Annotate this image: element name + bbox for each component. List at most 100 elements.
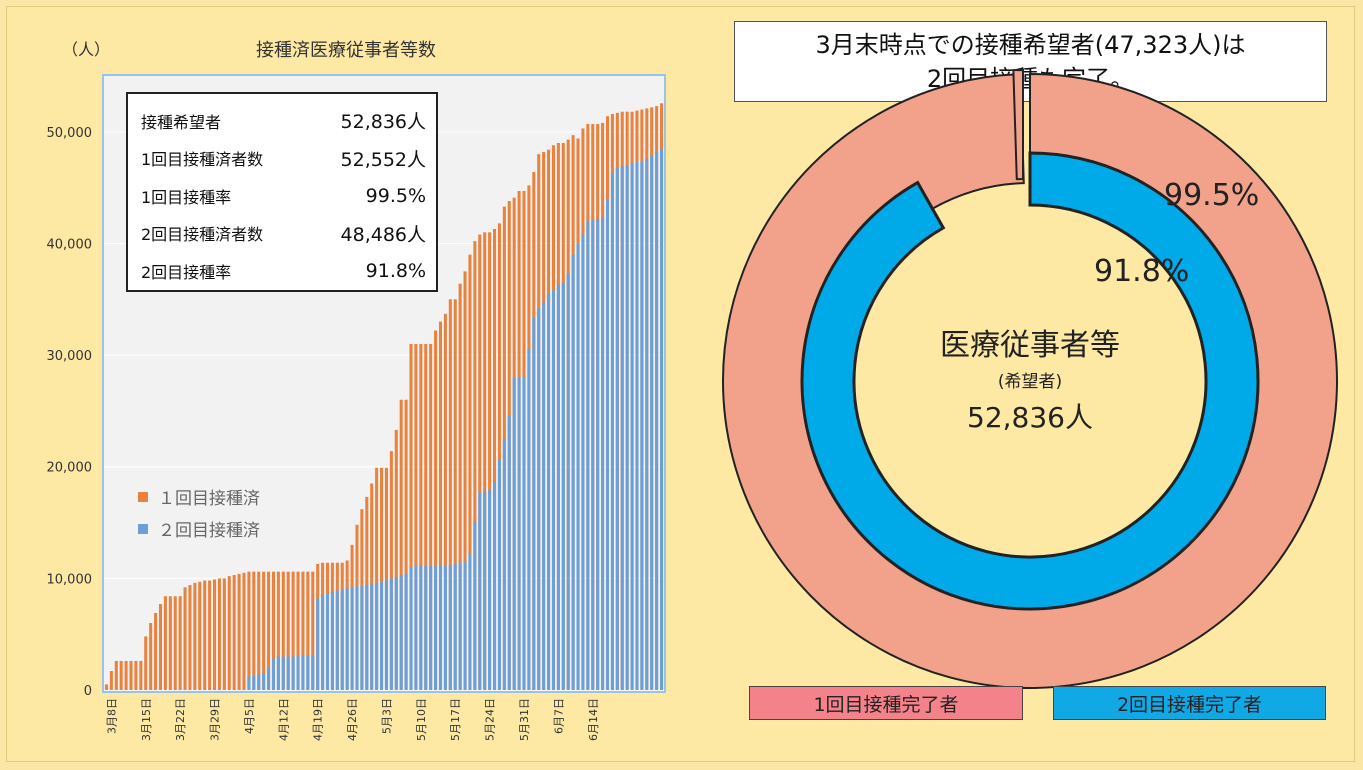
bar-first-dose bbox=[483, 232, 487, 691]
bar-second-dose bbox=[620, 166, 624, 690]
bar-second-dose bbox=[316, 598, 320, 690]
donut-outer-gap bbox=[1012, 68, 1024, 181]
bar-first-dose bbox=[129, 660, 133, 690]
bar-second-dose bbox=[301, 655, 305, 690]
bar-second-dose bbox=[306, 655, 310, 690]
bar-second-dose bbox=[262, 673, 266, 690]
bar-first-dose bbox=[380, 467, 384, 690]
bar-second-dose bbox=[350, 587, 354, 690]
bar-second-dose bbox=[414, 566, 418, 690]
bar-first-dose bbox=[124, 660, 128, 690]
bar-first-dose bbox=[429, 343, 433, 690]
bar-first-dose bbox=[163, 596, 167, 690]
x-tick-label: 5月24日 bbox=[484, 698, 497, 741]
legend-second-dose: 2回目接種完了者 bbox=[1053, 686, 1326, 720]
bar-first-dose bbox=[281, 571, 285, 690]
bar-first-dose bbox=[468, 254, 472, 691]
bar-second-dose bbox=[473, 522, 477, 690]
bar-second-dose bbox=[375, 582, 379, 690]
bar-second-dose bbox=[404, 573, 408, 690]
bar-first-dose bbox=[208, 580, 212, 690]
bar-first-dose bbox=[424, 343, 428, 690]
bar-second-dose bbox=[463, 561, 467, 690]
legend-item-second-dose: ２回目接種済 bbox=[138, 516, 260, 541]
y-tick-label: 20,000 bbox=[47, 461, 93, 476]
legend-label: １回目接種済 bbox=[158, 489, 260, 509]
bar-first-dose bbox=[478, 234, 482, 691]
x-tick-label: 5月10日 bbox=[415, 698, 428, 741]
bar-second-dose bbox=[252, 675, 256, 690]
bar-first-dose bbox=[276, 571, 280, 690]
x-tick-label: 3月29日 bbox=[209, 698, 222, 741]
bar-first-dose bbox=[168, 596, 172, 690]
x-tick-label: 6月7日 bbox=[552, 698, 565, 734]
stats-row: 2回目接種率 91.8% bbox=[141, 252, 426, 290]
donut-inner-filled bbox=[800, 151, 1260, 611]
bar-second-dose bbox=[566, 273, 570, 690]
y-tick-label: 40,000 bbox=[47, 237, 93, 252]
bar-first-dose bbox=[114, 660, 118, 690]
bar-first-dose bbox=[286, 571, 290, 690]
x-tick-label: 4月26日 bbox=[346, 698, 359, 741]
x-tick-label: 5月17日 bbox=[449, 698, 462, 741]
x-tick-label: 3月22日 bbox=[174, 698, 187, 741]
stats-value: 52,836人 bbox=[340, 111, 426, 134]
bar-second-dose bbox=[325, 593, 330, 690]
x-tick-label: 6月14日 bbox=[587, 698, 600, 741]
bar-first-dose bbox=[443, 313, 447, 690]
bar-first-dose bbox=[247, 571, 251, 690]
bar-first-dose bbox=[311, 571, 315, 690]
bar-first-dose bbox=[119, 660, 123, 690]
bar-first-dose bbox=[217, 578, 221, 690]
bar-second-dose bbox=[488, 490, 492, 690]
x-tick-label: 3月15日 bbox=[140, 698, 153, 741]
bar-second-dose bbox=[335, 590, 339, 690]
bar-second-dose bbox=[443, 564, 447, 690]
bar-first-dose bbox=[453, 299, 457, 690]
bar-second-dose bbox=[537, 308, 541, 690]
bar-second-dose bbox=[576, 243, 580, 691]
bar-first-dose bbox=[404, 399, 408, 690]
bar-first-dose bbox=[419, 343, 423, 690]
bar-second-dose bbox=[389, 578, 393, 690]
bar-second-dose bbox=[586, 221, 590, 691]
bar-second-dose bbox=[370, 583, 374, 690]
bar-first-dose bbox=[134, 660, 138, 690]
y-tick-label: 10,000 bbox=[47, 572, 93, 587]
bar-second-dose bbox=[355, 586, 359, 690]
bar-second-dose bbox=[581, 234, 585, 691]
bar-second-dose bbox=[365, 585, 369, 690]
bar-first-dose bbox=[375, 467, 379, 690]
bar-second-dose bbox=[601, 217, 605, 690]
stats-value: 99.5% bbox=[365, 184, 426, 207]
stats-label: 接種希望者 bbox=[141, 112, 222, 132]
legend-label: ２回目接種済 bbox=[158, 521, 260, 541]
bar-first-dose bbox=[448, 299, 452, 690]
bar-first-dose bbox=[409, 343, 413, 690]
x-tick-label: 5月3日 bbox=[380, 698, 393, 734]
bar-first-dose bbox=[242, 572, 246, 690]
legend-swatch bbox=[138, 491, 148, 502]
bar-first-dose bbox=[257, 571, 261, 690]
bar-second-dose bbox=[596, 218, 600, 691]
bar-first-dose bbox=[488, 232, 492, 691]
bar-second-dose bbox=[281, 656, 285, 690]
bar-first-dose bbox=[252, 571, 256, 690]
bar-first-dose bbox=[438, 321, 443, 690]
bars-group bbox=[104, 103, 664, 691]
bar-first-dose bbox=[109, 671, 113, 690]
bar-second-dose bbox=[286, 656, 290, 690]
bar-first-dose bbox=[497, 223, 501, 691]
bar-second-dose bbox=[532, 317, 536, 690]
bar-first-dose bbox=[183, 587, 187, 690]
stats-label: 1回目接種済者数 bbox=[141, 150, 264, 170]
donut-center-subtitle: (希望者) bbox=[997, 372, 1063, 392]
bar-first-dose bbox=[193, 582, 197, 690]
bar-second-dose bbox=[247, 676, 251, 690]
bar-second-dose bbox=[556, 284, 560, 690]
stats-label: 2回目接種率 bbox=[141, 262, 232, 282]
bar-second-dose bbox=[497, 458, 501, 690]
stats-row: 1回目接種率 99.5% bbox=[141, 177, 426, 215]
bar-first-dose bbox=[173, 596, 177, 690]
outer-ring-label: 99.5% bbox=[1164, 178, 1260, 213]
